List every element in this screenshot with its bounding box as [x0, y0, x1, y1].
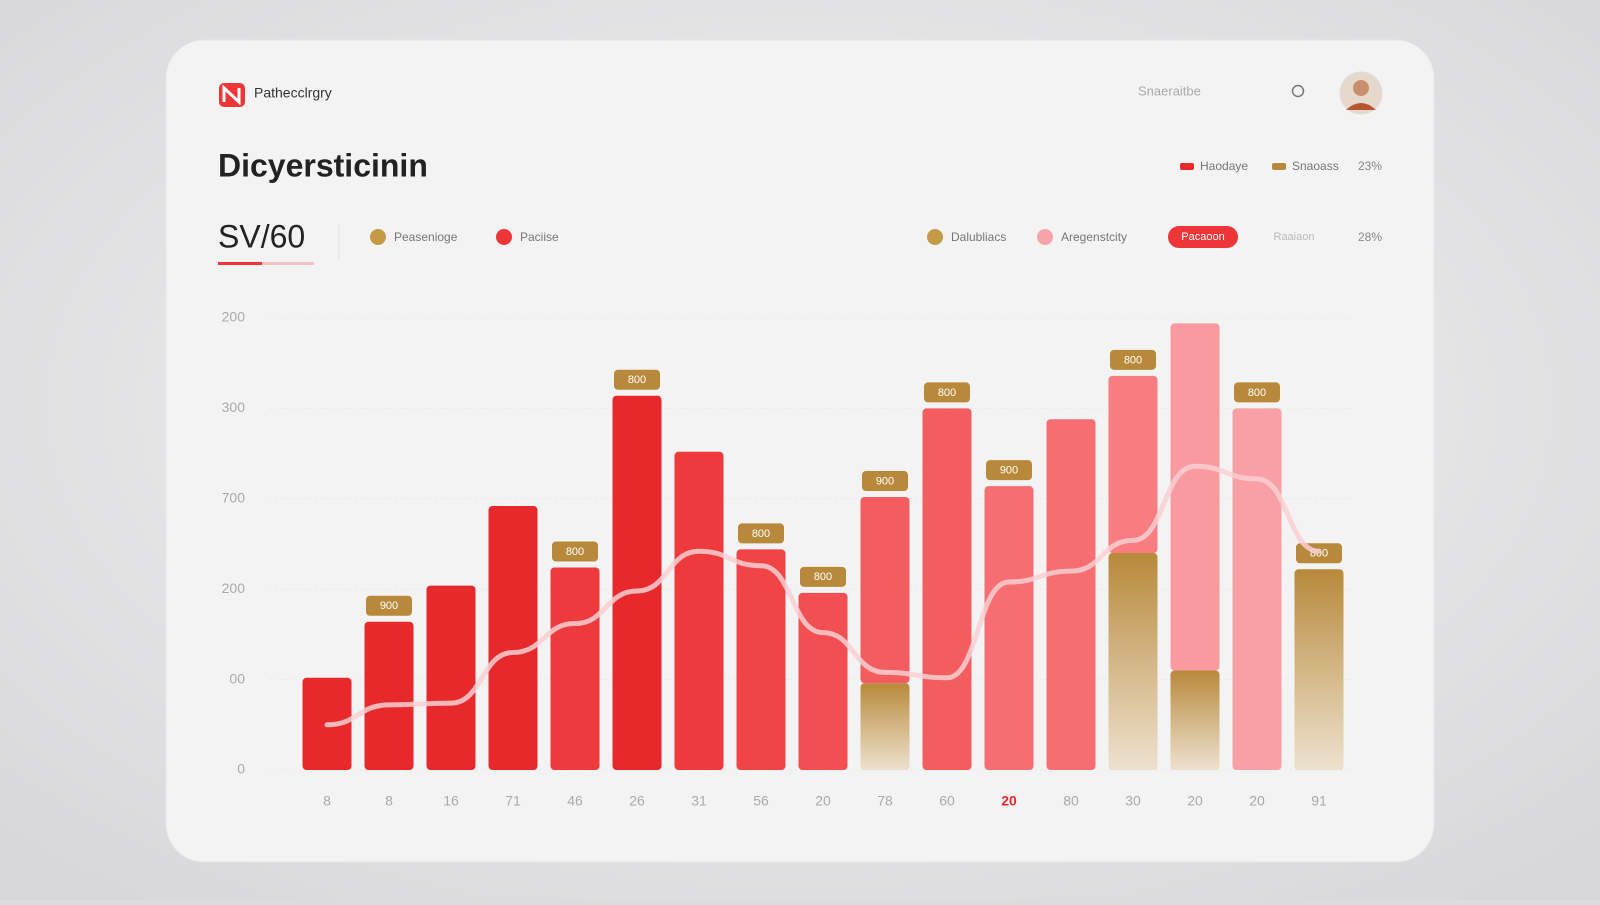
search-box[interactable]: [1122, 76, 1312, 108]
brand-name: Pathecclrgry: [254, 85, 332, 101]
legend-dot: [927, 229, 943, 245]
badge: [862, 470, 908, 491]
legend-label: Snaoass: [1292, 159, 1339, 173]
badge-label: 800: [752, 528, 770, 540]
button-active[interactable]: [1168, 226, 1238, 248]
x-tick-label: 71: [505, 793, 521, 809]
x-tick-label: 78: [877, 793, 893, 809]
bar-segment: [736, 549, 786, 770]
percent: 28%: [1358, 230, 1382, 244]
bar-segment: [1170, 323, 1220, 671]
x-tick-label: 91: [1311, 793, 1327, 809]
x-tick-label: 30: [1125, 793, 1141, 809]
x-tick-label: 60: [939, 793, 955, 809]
x-tick-label: 31: [691, 793, 707, 809]
badge-label: 900: [876, 475, 894, 487]
metric: SV/60: [218, 218, 305, 254]
x-tick-label: 20: [1249, 793, 1265, 809]
x-tick-label: 46: [567, 793, 583, 809]
badge: [366, 595, 412, 616]
legend-label: Aregenstcity: [1061, 230, 1127, 244]
bar-segment: [798, 592, 848, 770]
y-tick-label: 700: [222, 490, 246, 506]
x-tick-label: 8: [323, 793, 331, 809]
button-label: Raaiaon: [1274, 231, 1315, 243]
y-tick-label: 200: [222, 309, 246, 325]
button[interactable]: [1258, 226, 1330, 248]
x-tick-label: 56: [753, 793, 769, 809]
x-tick-label: 20: [815, 793, 831, 809]
badge-label: 800: [566, 546, 584, 558]
bar-segment: [1046, 419, 1096, 770]
avatar-face: [1353, 80, 1369, 96]
legend-label: Paciise: [520, 230, 559, 244]
metric-underline: [218, 262, 314, 265]
y-tick-label: 200: [222, 580, 246, 596]
x-tick-label: 20: [1187, 793, 1203, 809]
badge-label: 800: [628, 374, 646, 386]
bar-shine: [1108, 553, 1158, 770]
badge: [1110, 349, 1156, 370]
badge: [1234, 382, 1280, 403]
badge-label: 900: [380, 600, 398, 612]
badge: [800, 566, 846, 587]
badge: [924, 382, 970, 403]
legend-dot: [496, 229, 512, 245]
bar-segment: [674, 451, 724, 770]
x-tick-label: 20: [1001, 793, 1017, 809]
bar-shine: [1294, 569, 1344, 770]
avatar-body: [1346, 103, 1376, 110]
legend-swatch: [1272, 163, 1286, 170]
legend-swatch: [1180, 163, 1194, 170]
badge: [614, 369, 660, 390]
bar-segment: [1108, 375, 1158, 554]
search-placeholder: Snaeraitbe: [1138, 83, 1201, 98]
bar-segment: [984, 486, 1034, 770]
metric-underline-active: [218, 262, 262, 265]
percent: 23%: [1358, 159, 1382, 173]
badge-label: 800: [1248, 387, 1266, 399]
bar-segment: [1232, 408, 1282, 770]
y-tick-label: 0: [237, 761, 245, 777]
bar-segment: [488, 506, 538, 770]
bar-segment: [922, 408, 972, 770]
button-label: Pacaoon: [1181, 231, 1224, 243]
badge: [738, 523, 784, 544]
brand-logo-mark: [222, 84, 241, 106]
badge-label: 900: [1000, 465, 1018, 477]
bar-segment: [426, 585, 476, 770]
x-tick-label: 16: [443, 793, 459, 809]
legend-label: Peasenioge: [394, 230, 458, 244]
x-tick-label: 8: [385, 793, 393, 809]
bar-segment: [612, 395, 662, 770]
bar-shine: [860, 683, 910, 770]
page-title: Dicyersticinin: [218, 147, 428, 183]
y-tick-label: 300: [222, 399, 246, 415]
y-tick-label: 00: [229, 670, 245, 686]
trend-line: [324, 463, 1322, 728]
bar-segment: [364, 621, 414, 770]
bar-segment: [860, 496, 910, 684]
legend-label: Haodaye: [1200, 159, 1248, 173]
x-tick-label: 26: [629, 793, 645, 809]
badge-label: 800: [1124, 354, 1142, 366]
legend-dot: [1037, 229, 1053, 245]
badge-label: 800: [814, 571, 832, 583]
bar-shine: [1170, 670, 1220, 770]
legend-dot: [370, 229, 386, 245]
x-tick-label: 80: [1063, 793, 1079, 809]
legend-label: Dalubliacs: [951, 230, 1006, 244]
search-icon[interactable]: [1291, 84, 1305, 98]
badge: [986, 460, 1032, 481]
bar-segment: [550, 567, 600, 770]
badge-label: 800: [938, 387, 956, 399]
badge: [552, 541, 598, 562]
